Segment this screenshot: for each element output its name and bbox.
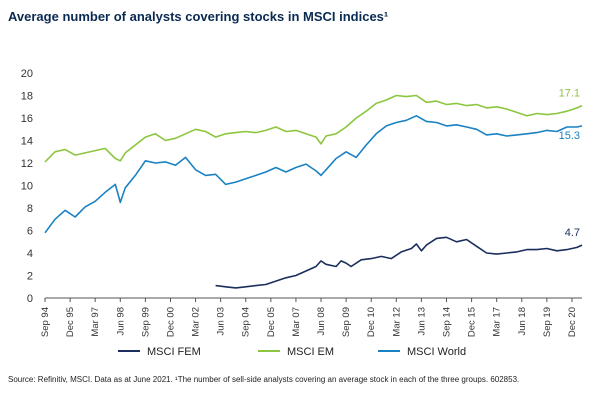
x-tick-label: Jun 08: [316, 307, 327, 336]
y-tick-label: 20: [21, 68, 33, 80]
series-lines: [44, 94, 583, 289]
x-tick-label: Sep 14: [441, 307, 452, 337]
y-tick-label: 0: [27, 293, 33, 305]
y-tick-label: 6: [27, 226, 33, 238]
x-axis: Sep 94 Dec 95 Mar 97 Jun 98 Sep 99 Dec 00 Mar …: [40, 298, 578, 337]
x-tick-label: Dec 10: [366, 307, 377, 337]
y-tick-label: 4: [27, 248, 33, 260]
legend-label: MSCI EM: [287, 346, 334, 358]
x-tick-label: Mar 17: [492, 307, 503, 337]
chart-title: Average number of analysts covering stoc…: [8, 9, 389, 24]
y-axis: 0 2 4 6 8 10 12 14 16 18 20: [21, 68, 33, 305]
x-tick-label: Dec 15: [467, 307, 478, 337]
end-value-label: 4.7: [565, 227, 580, 239]
x-tick-label: Mar 97: [90, 307, 101, 337]
x-tick-label: Sep 04: [241, 307, 252, 337]
series-line-msci-em: [44, 94, 583, 163]
x-tick-label: Dec 05: [266, 307, 277, 337]
x-tick-label: Jun 13: [416, 307, 427, 336]
x-tick-label: Jun 18: [517, 307, 528, 336]
x-tick-label: Dec 00: [165, 307, 176, 337]
x-tick-label: Jun 98: [115, 307, 126, 336]
end-labels: 4.7 17.1 15.3: [559, 88, 580, 240]
x-tick-label: Mar 12: [391, 307, 402, 337]
x-tick-label: Dec 95: [65, 307, 76, 337]
legend-label: MSCI FEM: [147, 346, 201, 358]
end-value-label: 17.1: [559, 88, 580, 100]
x-tick-label: Mar 07: [291, 307, 302, 337]
x-tick-label: Sep 94: [40, 307, 51, 337]
y-tick-label: 16: [21, 113, 33, 125]
x-tick-label: Jun 03: [216, 307, 227, 336]
y-tick-label: 10: [21, 181, 33, 193]
series-line-msci-fem: [215, 236, 583, 289]
x-tick-label: Dec 20: [567, 307, 578, 337]
y-tick-label: 14: [21, 136, 33, 148]
legend: MSCI FEM MSCI EM MSCI World: [118, 346, 466, 358]
x-tick-label: Sep 99: [140, 307, 151, 337]
source-note: Source: Refinitiv, MSCI. Data as at June…: [8, 375, 520, 384]
x-tick-label: Mar 02: [191, 307, 202, 337]
y-tick-label: 18: [21, 91, 33, 103]
x-tick-label: Sep 09: [341, 307, 352, 337]
y-tick-label: 12: [21, 158, 33, 170]
series-line-msci-world: [44, 115, 583, 234]
legend-label: MSCI World: [407, 346, 466, 358]
end-value-label: 15.3: [559, 130, 580, 142]
x-tick-label: Sep 19: [542, 307, 553, 337]
y-tick-label: 8: [27, 203, 33, 215]
y-tick-label: 2: [27, 271, 33, 283]
